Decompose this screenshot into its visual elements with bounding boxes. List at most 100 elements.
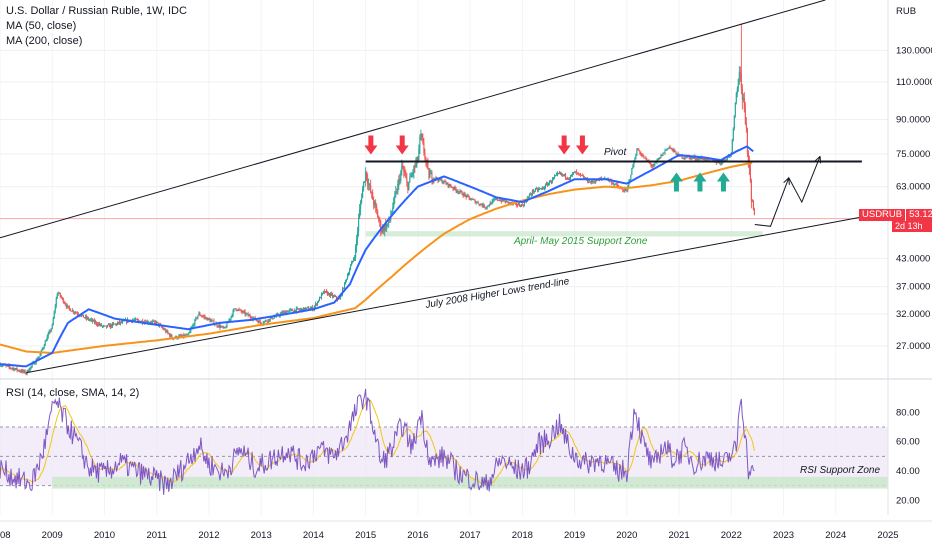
candle-body	[88, 319, 90, 321]
candle-body	[96, 324, 98, 326]
candle-body	[692, 157, 694, 159]
rsi-axis-label: 40.00	[896, 466, 920, 477]
candle-body	[407, 182, 409, 190]
candle-body	[479, 203, 481, 205]
candle-body	[410, 176, 412, 178]
candle-body	[617, 184, 619, 187]
candle-body	[120, 321, 123, 323]
rsi-zone-label: RSI Support Zone	[800, 465, 880, 476]
candle-body	[255, 319, 257, 321]
candle-body	[31, 363, 33, 367]
candle-body	[51, 324, 53, 329]
candle-body	[109, 324, 112, 328]
candle-body	[50, 328, 52, 332]
candle-body	[384, 224, 386, 232]
candle-body	[416, 157, 418, 163]
candle-body	[179, 335, 181, 337]
candle-body	[198, 313, 200, 316]
candle-body	[314, 303, 316, 307]
candle-body	[555, 174, 558, 176]
candle-body	[463, 193, 465, 196]
ma200-legend[interactable]: MA (200, close)	[6, 35, 83, 47]
candle-body	[146, 321, 148, 324]
candle-body	[253, 317, 255, 319]
candle-body	[519, 205, 521, 207]
candle-body	[671, 148, 673, 150]
symbol-title[interactable]: U.S. Dollar / Russian Ruble, 1W, IDC	[6, 5, 187, 17]
price-tag-value: 53.1250	[906, 209, 932, 221]
down-arrow-icon	[395, 135, 409, 155]
candle-body	[577, 172, 579, 174]
candle-body	[704, 158, 706, 160]
candle-body	[523, 201, 525, 206]
moving-averages[interactable]	[0, 145, 754, 368]
candle-body	[594, 181, 596, 183]
candle-body	[402, 165, 404, 169]
candle-body	[391, 212, 393, 216]
price-axis-label: 27.0000	[896, 341, 930, 352]
candle-body	[461, 191, 463, 195]
time-axis-label: 2009	[42, 530, 63, 541]
candle-body	[136, 318, 138, 320]
candle-body	[423, 143, 425, 153]
time-axis-label: 2017	[460, 530, 481, 541]
candle-body	[448, 184, 450, 187]
candle-body	[102, 325, 105, 327]
candle-body	[234, 308, 236, 310]
candle-body	[494, 199, 496, 201]
candle-body	[73, 312, 75, 314]
candle-body	[751, 201, 753, 202]
candle-body	[301, 308, 303, 311]
candles[interactable]	[0, 23, 755, 376]
candle-body	[112, 323, 115, 325]
candle-body	[71, 310, 73, 312]
candle-body	[716, 162, 718, 164]
ma50-legend[interactable]: MA (50, close)	[6, 20, 77, 32]
candle-body	[240, 309, 242, 312]
ma200-line	[0, 161, 753, 355]
candle-body	[468, 196, 470, 198]
candle-body	[450, 186, 452, 188]
candle-body	[615, 183, 617, 185]
drawing-lines[interactable]	[0, 0, 889, 374]
candle-body	[536, 188, 538, 191]
candle-body	[23, 370, 25, 372]
time-axis-label: 2025	[877, 530, 898, 541]
candle-body	[250, 317, 252, 319]
time-axis-label: 2022	[721, 530, 742, 541]
candle-body	[672, 148, 674, 151]
candle-body	[591, 180, 593, 183]
rsi-legend[interactable]: RSI (14, close, SMA, 14, 2)	[6, 387, 140, 399]
candle-body	[662, 152, 664, 156]
rsi-plot[interactable]	[0, 388, 755, 495]
candle-body	[722, 159, 724, 162]
candle-body	[156, 321, 158, 324]
candle-body	[552, 177, 555, 179]
candle-body	[454, 186, 456, 189]
candle-body	[542, 187, 544, 189]
candle-body	[167, 330, 169, 333]
candle-body	[482, 204, 484, 207]
candle-body	[681, 155, 683, 159]
candle-body	[539, 188, 541, 190]
candle-body	[554, 175, 557, 177]
candle-body	[118, 321, 121, 324]
candle-body	[85, 316, 87, 319]
candle-body	[489, 202, 491, 206]
candle-body	[558, 172, 561, 174]
candle-body	[294, 309, 296, 312]
candle-body	[613, 183, 615, 185]
price-tag[interactable]: USDRUB 53.1250 2d 13h	[859, 209, 932, 233]
projection-path	[754, 156, 821, 227]
candle-body	[629, 179, 631, 182]
candle-body	[135, 318, 137, 320]
candle-body	[86, 317, 88, 319]
candle-body	[300, 308, 302, 310]
candle-body	[269, 318, 271, 321]
candle-body	[8, 365, 10, 367]
candle-body	[453, 186, 455, 189]
candle-body	[67, 305, 69, 307]
candle-body	[551, 178, 554, 182]
candle-body	[236, 310, 238, 311]
